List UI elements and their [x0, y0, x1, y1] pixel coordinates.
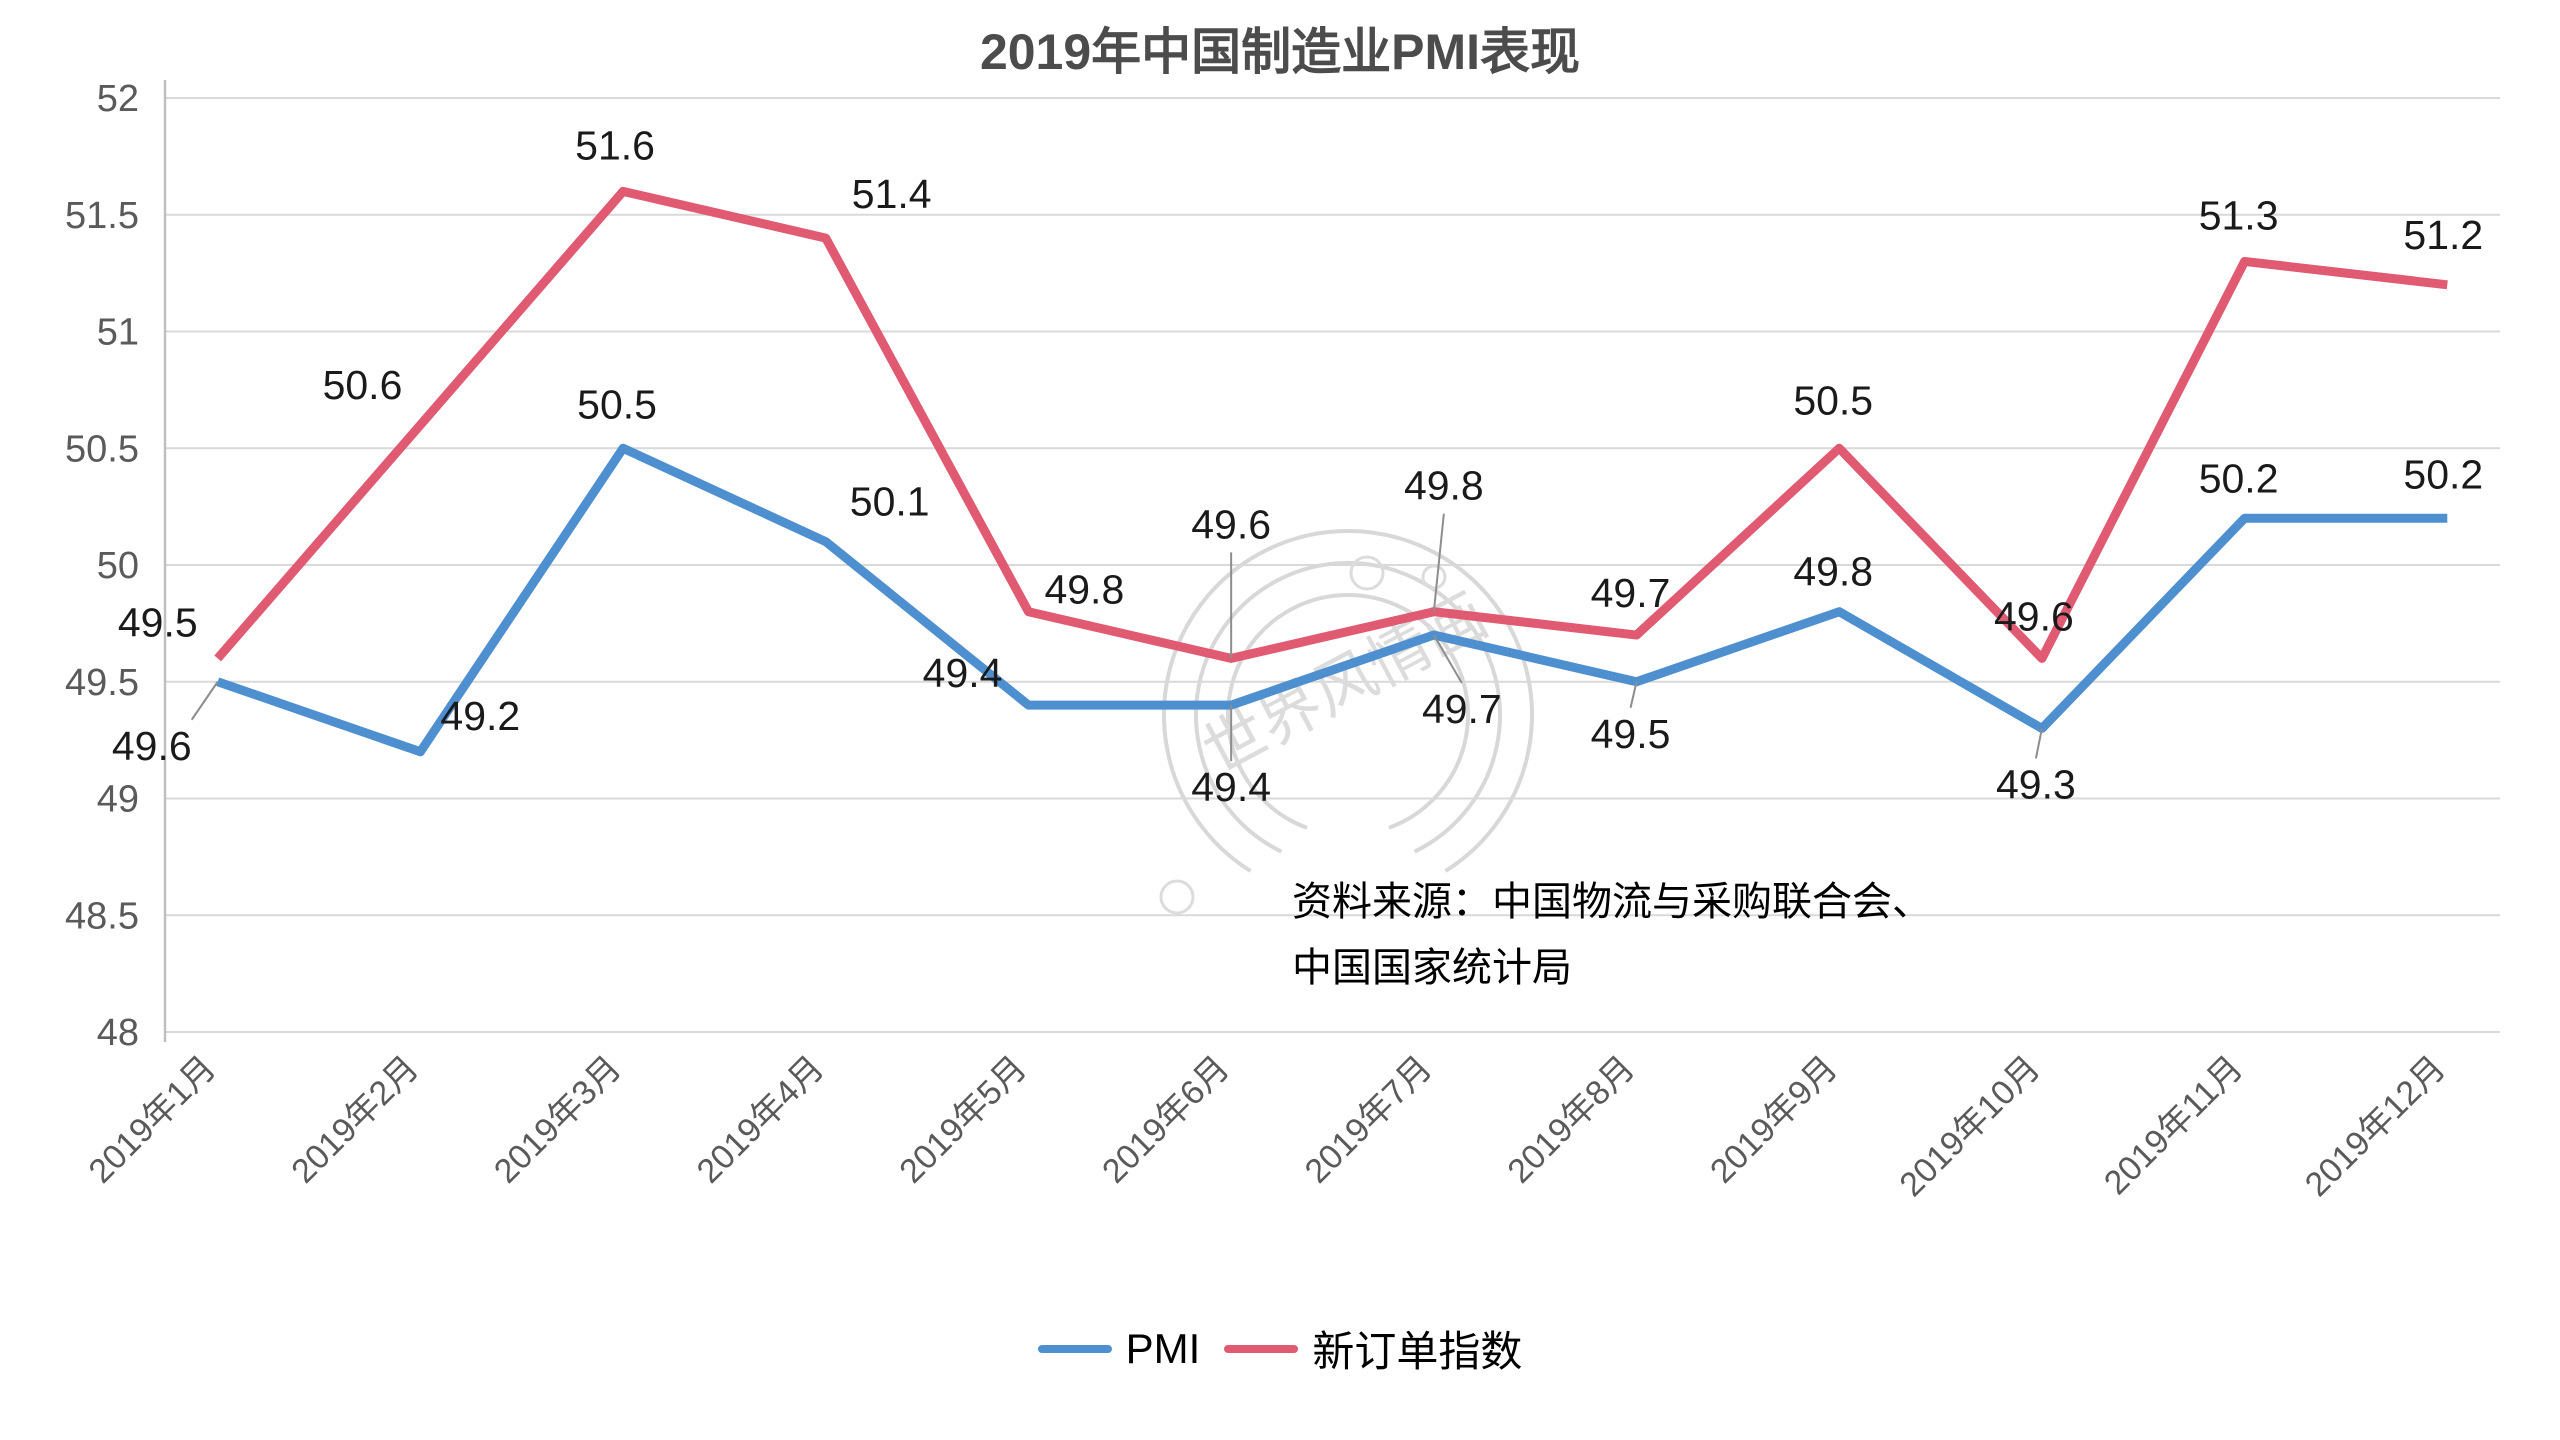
x-tick-label: 2019年8月	[1500, 1049, 1642, 1191]
data-point-label: 51.4	[852, 171, 932, 217]
label-leader-line	[1432, 513, 1445, 612]
data-point-label: 49.8	[1044, 567, 1124, 613]
x-tick-label: 2019年7月	[1298, 1049, 1440, 1191]
y-tick-label: 51.5	[65, 195, 139, 237]
watermark-dot	[1421, 564, 1447, 590]
source-line-1: 资料来源：中国物流与采购联合会、	[1292, 880, 1932, 924]
data-point-label: 50.1	[850, 479, 930, 525]
data-point-label: 49.4	[923, 650, 1003, 696]
legend-item-pmi[interactable]: PMI	[1037, 1324, 1201, 1373]
data-point-label: 49.3	[1996, 761, 2076, 807]
data-point-label: 49.6	[1191, 501, 1271, 547]
data-point-label: 49.7	[1591, 570, 1671, 616]
source-annotation: 资料来源：中国物流与采购联合会、 中国国家统计局	[1292, 869, 1932, 993]
data-point-label: 49.7	[1422, 686, 1502, 732]
y-tick-label: 50.5	[65, 428, 139, 470]
page-title: 2019年中国制造业PMI表现	[979, 24, 1581, 80]
legend-color-swatch-icon	[1224, 1344, 1299, 1353]
data-point-label: 50.5	[577, 381, 657, 427]
data-point-label: 49.2	[440, 693, 520, 739]
label-leader-line	[1432, 634, 1463, 684]
label-leader-line	[2034, 728, 2043, 759]
data-point-label: 49.5	[1591, 711, 1671, 757]
series-lines	[214, 186, 2448, 757]
gridlines-group	[163, 80, 2500, 1042]
y-axis-tick-labels: 48 48.5 49 49.5 50 50.5 51 51.5 52	[65, 78, 139, 1054]
legend-item-new-orders[interactable]: 新订单指数	[1224, 1318, 1522, 1379]
y-tick-label: 50	[97, 545, 139, 587]
x-tick-label: 2019年10月	[1892, 1049, 2047, 1204]
watermark-arc	[1226, 593, 1470, 830]
watermark-arc	[1162, 529, 1534, 873]
x-axis-tick-labels: 2019年1月 2019年2月 2019年3月 2019年4月 2019年5月 2019年…	[82, 1049, 2453, 1204]
data-point-label: 50.2	[2199, 455, 2279, 501]
x-tick-label: 2019年5月	[892, 1049, 1034, 1191]
watermark-arc	[1194, 561, 1502, 854]
data-point-label: 49.8	[1404, 463, 1484, 509]
x-tick-label: 2019年3月	[487, 1049, 629, 1191]
legend-item-label: 新订单指数	[1312, 1328, 1523, 1375]
x-tick-label: 2019年1月	[82, 1049, 224, 1191]
series-line-pmi	[216, 443, 2448, 757]
data-point-label: 50.2	[2403, 451, 2483, 497]
data-point-label: 50.5	[1793, 377, 1873, 423]
x-tick-label: 2019年6月	[1095, 1049, 1237, 1191]
watermark-dot	[1349, 555, 1385, 591]
y-tick-label: 51	[97, 312, 139, 354]
legend-color-swatch-icon	[1037, 1344, 1112, 1353]
data-point-label: 49.6	[112, 723, 192, 769]
y-tick-label: 49	[97, 779, 139, 821]
x-tick-label: 2019年4月	[690, 1049, 832, 1191]
y-tick-label: 48.5	[65, 895, 139, 937]
y-tick-label: 48	[97, 1012, 139, 1054]
y-tick-label: 49.5	[65, 662, 139, 704]
x-tick-label: 2019年12月	[2298, 1049, 2453, 1204]
x-tick-label: 2019年2月	[284, 1049, 426, 1191]
label-leader-line	[190, 681, 219, 721]
data-point-label: 49.5	[118, 599, 198, 645]
data-point-label: 49.4	[1191, 764, 1271, 810]
data-point-label: 51.2	[2403, 212, 2483, 258]
data-point-label: 51.3	[2199, 192, 2279, 238]
x-tick-label: 2019年11月	[2097, 1049, 2250, 1202]
y-tick-label: 52	[97, 78, 139, 120]
legend-item-label: PMI	[1125, 1324, 1201, 1372]
data-point-label: 51.6	[575, 122, 655, 168]
series-line-new-orders	[214, 186, 2448, 663]
data-point-label: 49.6	[1994, 593, 2074, 639]
data-point-label: 50.6	[323, 362, 403, 408]
legend: PMI 新订单指数	[0, 1318, 2560, 1379]
x-tick-label: 2019年9月	[1703, 1049, 1845, 1191]
source-line-2: 中国国家统计局	[1292, 946, 1572, 990]
data-point-labels: 49.5 50.6 51.6 51.4 49.8 49.6 49.8 49.7 50.5 49.6…	[112, 122, 2483, 810]
watermark-dot	[1159, 879, 1195, 915]
label-leader-line	[1629, 681, 1638, 708]
data-point-label: 49.8	[1793, 549, 1873, 595]
